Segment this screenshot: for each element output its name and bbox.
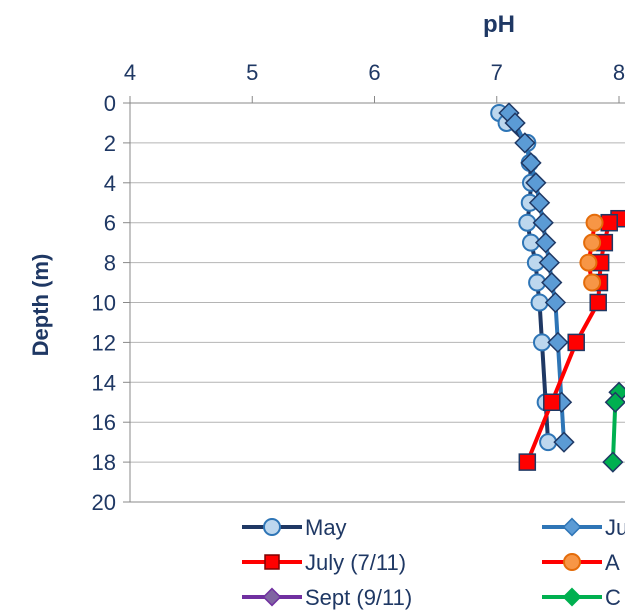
y-tick-label: 6: [104, 211, 116, 236]
data-point: [583, 233, 602, 252]
legend-label: A: [605, 550, 620, 575]
x-tick-label: 8: [613, 60, 625, 85]
data-point: [532, 212, 554, 234]
legend-label: Ju: [605, 515, 625, 540]
legend-label: July (7/11): [305, 550, 406, 575]
legend-item-3: A: [542, 550, 620, 575]
y-tick-label: 0: [104, 91, 116, 116]
data-point: [514, 132, 536, 154]
legend-marker: [562, 517, 582, 537]
legend-marker: [562, 587, 582, 607]
legend-item-1: Ju: [542, 515, 625, 540]
data-point: [589, 293, 607, 312]
data-point: [585, 213, 604, 232]
y-tick-label: 12: [92, 330, 116, 355]
legend-item-2: July (7/11): [242, 550, 406, 575]
series-line-3: [586, 222, 597, 283]
legend-label: C: [605, 585, 621, 610]
x-tick-label: 7: [491, 60, 503, 85]
data-point: [541, 271, 563, 294]
y-axis-title: Depth (m): [28, 254, 53, 357]
series-3: [579, 213, 604, 292]
legend-label: Sept (9/11): [305, 585, 412, 610]
y-tick-label: 20: [92, 490, 116, 515]
data-point: [583, 273, 602, 292]
legend-label: May: [305, 515, 347, 540]
data-point: [544, 291, 567, 314]
y-tick-label: 14: [92, 370, 116, 395]
data-point: [538, 251, 560, 274]
legend-marker: [563, 553, 581, 571]
data-point: [543, 393, 561, 411]
data-point: [504, 112, 526, 134]
series-5: [602, 381, 625, 473]
legend-item-4: Sept (9/11): [242, 585, 412, 610]
y-tick-label: 18: [92, 450, 116, 475]
data-point: [547, 331, 569, 354]
y-tick-labels: 0 2 4 6 8 10 12 14 16 18 20: [92, 91, 116, 515]
y-tick-label: 8: [104, 251, 116, 276]
data-point: [534, 231, 557, 254]
plot-area: [490, 102, 625, 473]
x-tick-label: 5: [246, 60, 258, 85]
data-point: [525, 172, 547, 194]
x-tick-label: 4: [124, 60, 136, 85]
data-point: [602, 451, 624, 473]
legend-item-0: May: [242, 515, 347, 540]
data-point: [528, 192, 551, 214]
legend-marker: [263, 518, 281, 536]
x-tick-label: 6: [368, 60, 380, 85]
data-point: [604, 391, 625, 413]
legend: May Ju July (7/11) A Sept (9/11) C: [242, 515, 625, 610]
y-tick-label: 2: [104, 131, 116, 156]
y-tick-label: 4: [104, 171, 116, 196]
y-tick-label: 16: [92, 410, 116, 435]
legend-marker: [264, 554, 280, 570]
data-point: [600, 213, 618, 232]
data-point: [518, 453, 537, 471]
data-point: [520, 152, 542, 174]
data-point: [553, 431, 575, 453]
series-1: [498, 102, 575, 453]
gridlines: [130, 102, 625, 463]
y-tick-label: 10: [92, 291, 116, 316]
data-point: [567, 333, 585, 352]
legend-item-5: C: [542, 585, 621, 610]
axes: [123, 96, 625, 503]
data-point: [579, 253, 598, 272]
x-tick-labels: 4 5 6 7 8: [124, 60, 625, 85]
legend-marker: [262, 587, 282, 607]
x-axis-title: pH: [483, 11, 515, 38]
